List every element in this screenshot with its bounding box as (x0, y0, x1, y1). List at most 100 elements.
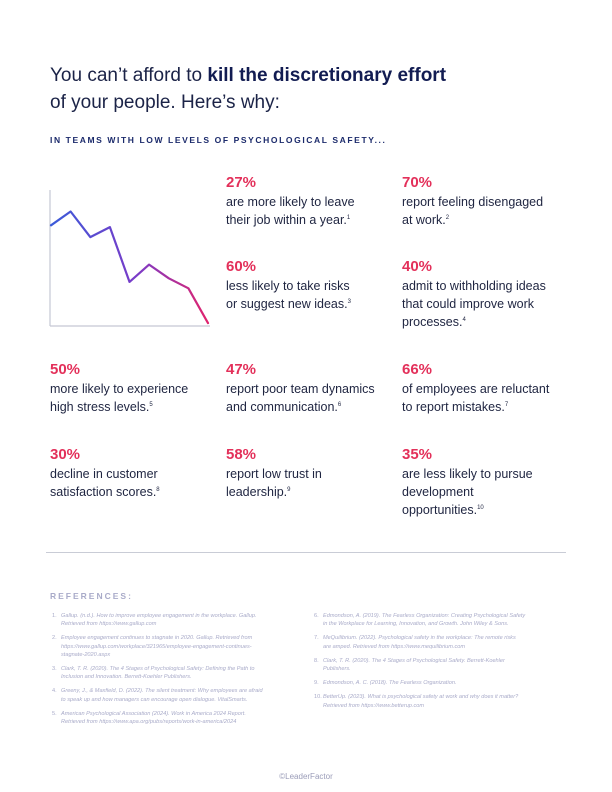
stat-percentage: 70% (402, 174, 433, 191)
stat-block: 35% are less likely to pursue development o… (402, 446, 533, 519)
stat-percentage: 35% (402, 446, 433, 463)
reference-line: Greeny, J., & Maxfield, D. (2022). The s… (61, 688, 263, 695)
footnote-marker: 8 (156, 486, 160, 493)
stat-description-line: admit to withholding ideas (402, 279, 546, 293)
reference-number: 5. (52, 710, 57, 717)
references-divider (46, 552, 566, 553)
stat-percentage: 60% (226, 258, 257, 275)
reference-line: BetterUp. (2023). What is psychological … (323, 694, 519, 701)
reference-line: Clark, T. R. (2020). The 4 Stages of Psy… (323, 657, 505, 664)
reference-line: Clark, T. R. (2020). The 4 Stages of Psy… (61, 666, 255, 673)
stat-block: 50% more likely to experience high stress … (50, 361, 188, 416)
reference-number: 8. (314, 657, 319, 664)
stat-description-line: development (402, 485, 474, 499)
stat-description-line: report low trust in (226, 467, 322, 481)
decline-line-chart (49, 190, 210, 327)
stat-description-line: less likely to take risks (226, 279, 350, 293)
stat-block: 30% decline in customer satisfaction score… (50, 446, 160, 501)
reference-item: 7. MeQuilibrium. (2022). Psychological sa… (314, 634, 576, 650)
references-column-left: 1. Gallup. (n.d.). How to improve employe… (52, 612, 310, 732)
reference-text: Edmondson, A. (2019). The Fearless Organ… (323, 612, 576, 628)
reference-item: 5. American Psychological Association (20… (52, 710, 310, 726)
stat-description-line: that could improve work (402, 297, 535, 311)
reference-line: Retrieved from https://www.betterup.com (323, 702, 425, 709)
stat-description-line: to report mistakes.7 (402, 400, 509, 414)
reference-text: Greeny, J., & Maxfield, D. (2022). The s… (61, 687, 310, 703)
stat-block: 66% of employees are reluctant to report m… (402, 361, 549, 416)
reference-number: 2. (52, 635, 57, 642)
stat-percentage: 27% (226, 174, 257, 191)
stat-block: 70% report feeling disengaged at work.2 (402, 174, 543, 229)
reference-text: Gallup. (n.d.). How to improve employee … (61, 612, 310, 628)
footnote-marker: 9 (287, 486, 291, 493)
reference-line: Gallup. (n.d.). How to improve employee … (61, 613, 257, 619)
stat-description-line: report poor team dynamics (226, 382, 375, 396)
stat-description-line: or suggest new ideas.3 (226, 297, 351, 311)
reference-number: 1. (52, 613, 57, 619)
reference-line: stagnate-2020.aspx (61, 651, 111, 658)
reference-text: Clark, T. R. (2020). The 4 Stages of Psy… (323, 657, 576, 673)
headline-lead: You can’t afford to (50, 65, 208, 86)
stat-description-line: more likely to experience (50, 382, 189, 396)
headline-line2: of your people. Here’s why: (50, 92, 280, 113)
stat-description-line: decline in customer (50, 467, 158, 481)
headline-bold: kill the discretionary effort (207, 65, 447, 86)
reference-text: Clark, T. R. (2020). The 4 Stages of Psy… (61, 665, 310, 681)
reference-line: Edmondson, A. (2019). The Fearless Organ… (323, 613, 526, 619)
references-column-right: 6. Edmondson, A. (2019). The Fearless Org… (314, 612, 576, 716)
stat-block: 60% less likely to take risks or suggest n… (226, 258, 351, 313)
reference-text: MeQuilibrium. (2022). Psychological safe… (323, 634, 576, 650)
stat-block: 58% report low trust in leadership.9 (226, 446, 322, 501)
reference-number: 10. (314, 694, 322, 701)
stat-percentage: 47% (226, 361, 257, 378)
reference-line: Retrieved from https://www.apa.org/pubs/… (61, 719, 237, 726)
stat-percentage: 40% (402, 258, 433, 275)
reference-line: Retrieved from https://www.gallup.com (61, 621, 157, 628)
stat-percentage: 58% (226, 446, 257, 463)
footer-copyright: ©LeaderFactor (279, 772, 333, 781)
reference-line: American Psychological Association (2024… (61, 710, 246, 717)
stat-description-line: are more likely to leave (226, 195, 355, 209)
reference-number: 9. (314, 680, 319, 687)
reference-number: 3. (52, 666, 57, 673)
reference-text: Employee engagement continues to stagnat… (61, 634, 310, 659)
footnote-marker: 4 (462, 316, 466, 323)
footnote-marker: 2 (445, 214, 450, 221)
reference-item: 9. Edmondson, A. C. (2018). The Fearless … (314, 679, 576, 687)
footnote-marker: 6 (337, 401, 342, 408)
stat-description-line: report feeling disengaged (402, 195, 544, 209)
reference-item: 6. Edmondson, A. (2019). The Fearless Org… (314, 612, 576, 628)
footnote-marker: 3 (347, 298, 351, 305)
reference-number: 4. (52, 688, 57, 695)
stat-percentage: 50% (50, 361, 81, 378)
stat-description-line: leadership.9 (226, 485, 291, 499)
stat-description-line: are less likely to pursue (402, 467, 533, 481)
reference-line: https://www.gallup.com/workplace/321965/… (61, 643, 252, 650)
reference-line: to speak up and how managers can encoura… (61, 696, 248, 703)
reference-number: 6. (314, 613, 319, 619)
stat-percentage: 66% (402, 361, 433, 378)
reference-item: 2. Employee engagement continues to stagn… (52, 634, 310, 659)
reference-line: in the Workplace for Learning, Innovatio… (323, 621, 509, 628)
chart-series-line (49, 210, 210, 325)
reference-line: Publishers. (323, 666, 351, 673)
reference-line: MeQuilibrium. (2022). Psychological safe… (323, 635, 516, 642)
stat-block: 47% report poor team dynamics and communic… (226, 361, 375, 416)
reference-item: 3. Clark, T. R. (2020). The 4 Stages of P… (52, 665, 310, 681)
reference-line: are amped. Retrieved from https://www.me… (323, 643, 466, 650)
stat-description-line: satisfaction scores.8 (50, 485, 160, 499)
reference-text: American Psychological Association (2024… (61, 710, 310, 726)
stat-description-line: at work.2 (402, 213, 450, 227)
reference-text: BetterUp. (2023). What is psychological … (323, 693, 576, 709)
stat-description-line: high stress levels.5 (50, 400, 153, 414)
stat-description-line: processes.4 (402, 315, 466, 329)
reference-line: Inclusion and Innovation. Berrett-Koehle… (61, 674, 192, 681)
stat-description-line: opportunities.10 (402, 503, 484, 517)
stat-block: 40% admit to withholding ideas that could … (402, 258, 546, 331)
references-title: REFERENCES: (50, 591, 133, 601)
reference-text: Edmondson, A. C. (2018). The Fearless Or… (323, 679, 576, 687)
footnote-marker: 10 (477, 504, 484, 511)
reference-item: 10. BetterUp. (2023). What is psychologic… (314, 693, 576, 709)
footnote-marker: 5 (149, 401, 153, 408)
reference-item: 8. Clark, T. R. (2020). The 4 Stages of P… (314, 657, 576, 673)
